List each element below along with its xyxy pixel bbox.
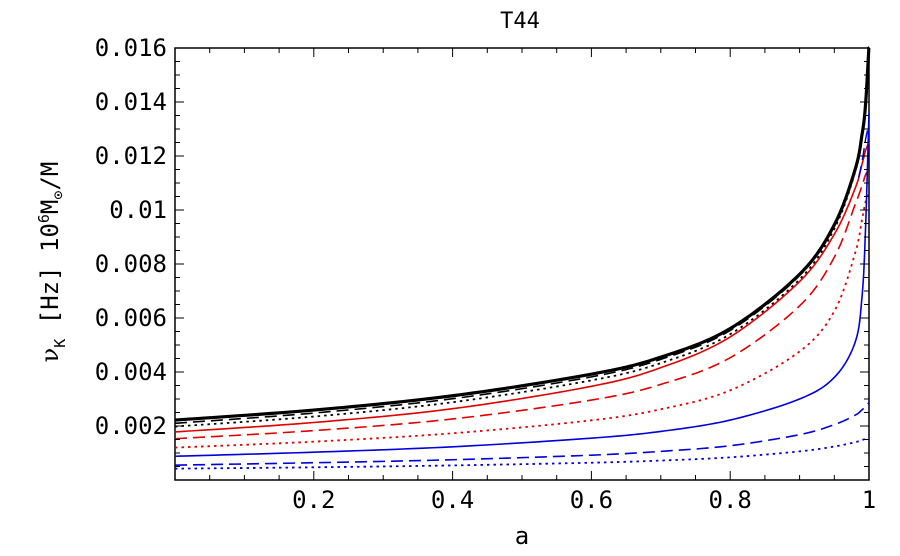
y-label-sun: ⊙ — [49, 191, 67, 200]
tick-layer: 0.2 0.4 0.6 0.8 1 0.002 0.004 0.006 0.008 0.01 0.0… — [95, 34, 876, 514]
y-tick-label: 0.012 — [95, 142, 167, 170]
series-line-8 — [174, 401, 870, 466]
y-tick-label: 0.008 — [95, 250, 167, 278]
y-tick-label: 0.006 — [95, 304, 167, 332]
y-tick-label: 0.014 — [95, 88, 167, 116]
x-tick-label: 1 — [862, 486, 876, 514]
y-label-m: M — [36, 200, 64, 214]
x-tick-label: 0.8 — [709, 486, 752, 514]
series-line-9 — [174, 436, 870, 470]
y-label-nu: ν — [36, 348, 64, 363]
series-line-2 — [174, 47, 870, 425]
series-line-1 — [174, 46, 871, 422]
x-axis-label: a — [515, 522, 529, 550]
y-label-ten: 10 — [36, 223, 64, 252]
series-line-3 — [174, 50, 870, 428]
y-label-tail: /M — [36, 162, 64, 191]
y-label-sub: K — [51, 339, 69, 348]
y-tick-label: 0.004 — [95, 358, 167, 386]
series-layer — [174, 46, 871, 470]
series-line-5 — [174, 168, 870, 440]
y-label-hz: [Hz] — [36, 266, 64, 324]
y-axis-label: νK [Hz] 106M⊙/M — [35, 162, 69, 363]
svg-text:νK [Hz] 106M⊙/M: νK [Hz] 106M⊙/M — [35, 162, 69, 363]
y-tick-label: 0.01 — [109, 196, 167, 224]
series-line-10 — [857, 126, 869, 178]
series-line-6 — [174, 190, 870, 449]
x-tick-label: 0.4 — [431, 486, 474, 514]
series-line-7 — [174, 112, 870, 458]
y-tick-label: 0.016 — [95, 34, 167, 62]
chart-title: T44 — [500, 9, 540, 34]
series-line-4 — [174, 142, 870, 433]
x-tick-label: 0.6 — [570, 486, 613, 514]
plot-frame — [174, 47, 870, 481]
y-label-exp: 6 — [35, 214, 53, 223]
x-tick-label: 0.2 — [292, 486, 335, 514]
y-tick-label: 0.002 — [95, 412, 167, 440]
